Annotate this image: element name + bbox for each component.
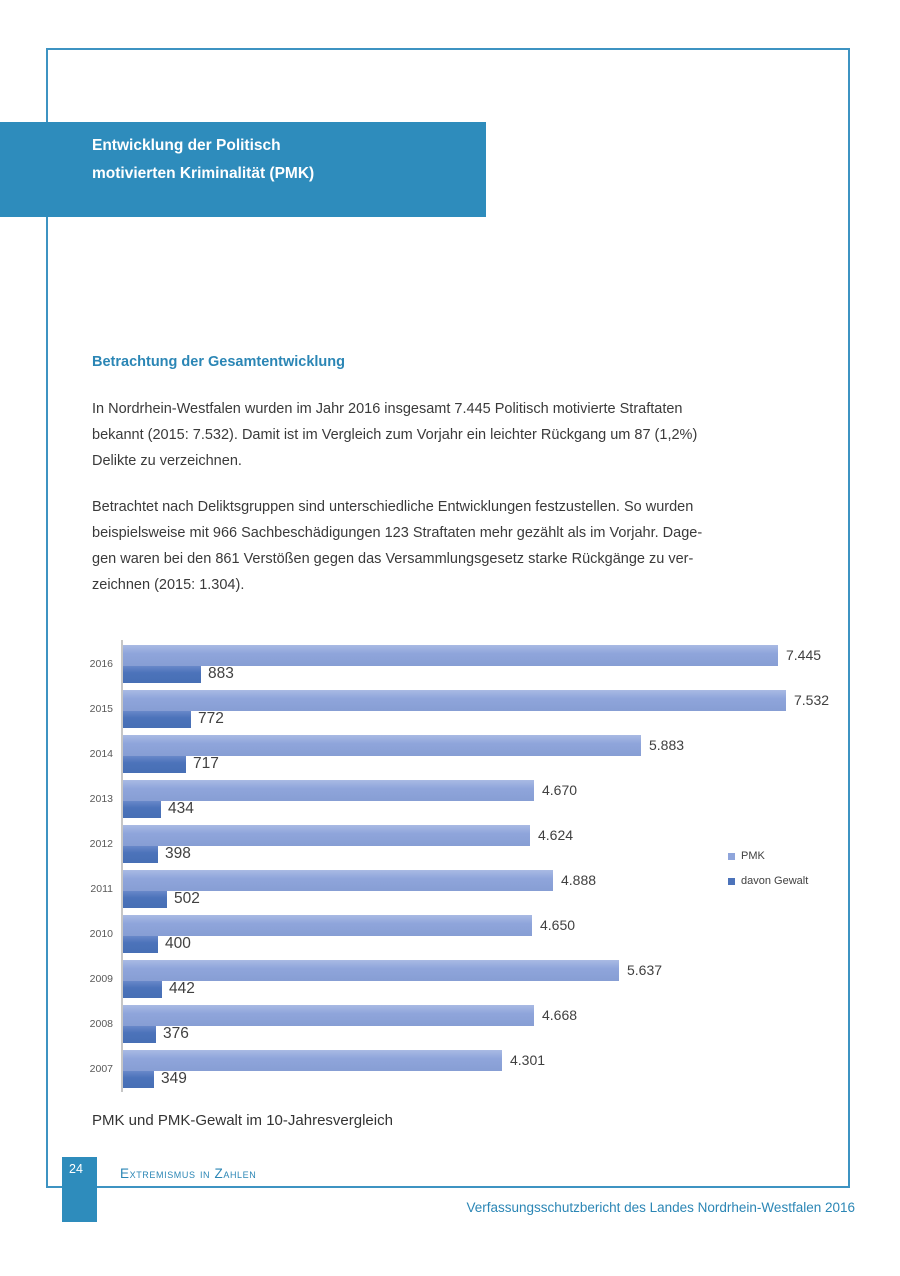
gewalt-value-label: 502 [174,890,200,907]
paragraph-1: In Nordrhein-Westfalen wurden im Jahr 20… [92,401,698,469]
page-number-box: 24 [62,1157,97,1222]
gewalt-value-label: 772 [198,710,224,727]
chart-row-2014: 2014 5.883 717 [85,735,835,780]
chart-legend: PMK davon Gewalt [728,850,808,900]
category-label: 2012 [89,838,113,850]
gewalt-bar [123,1026,156,1043]
gewalt-bar [123,756,186,773]
chart-row-2008: 2008 4.668 376 [85,1005,835,1050]
pmk-value-label: 4.670 [542,782,578,798]
pmk-bar [123,915,532,936]
chart-row-2012: 2012 4.624 398 [85,825,835,870]
legend-item-gewalt: davon Gewalt [728,875,808,887]
gewalt-value-label: 434 [168,800,194,817]
chart-y-axis [121,640,123,1092]
category-label: 2014 [89,748,113,760]
chart-row-2013: 2013 4.670 434 [85,780,835,825]
pmk-bar-chart: 2016 7.445 883 2015 7.532 772 2014 5.883 717 2013… [85,640,835,1096]
chart-row-2015: 2015 7.532 772 [85,690,835,735]
pmk-value-label: 4.624 [538,827,574,843]
pmk-value-label: 5.883 [649,737,685,753]
category-label: 2007 [89,1063,113,1075]
pmk-value-label: 5.637 [627,962,663,978]
pmk-bar [123,1050,502,1071]
legend-label-gewalt: davon Gewalt [741,875,809,887]
gewalt-bar [123,1071,154,1088]
category-label: 2009 [89,973,113,985]
pmk-bar [123,1005,534,1026]
gewalt-bar [123,936,158,953]
chart-caption: PMK und PMK-Gewalt im 10-Jahresvergleich [92,1112,393,1129]
gewalt-value-label: 349 [161,1070,187,1087]
pmk-value-label: 7.532 [794,692,830,708]
footer-section-label: Extremismus in Zahlen [120,1166,257,1181]
gewalt-bar [123,891,167,908]
chapter-header: Entwicklung der Politisch motivierten Kr… [0,122,486,217]
gewalt-value-label: 883 [208,665,234,682]
page-number: 24 [69,1162,83,1176]
gewalt-bar [123,846,158,863]
chart-row-2016: 2016 7.445 883 [85,645,835,690]
gewalt-value-label: 400 [165,935,191,952]
category-label: 2016 [89,658,113,670]
gewalt-bar [123,711,191,728]
pmk-value-label: 4.301 [510,1052,546,1068]
category-label: 2011 [90,883,113,895]
legend-item-pmk: PMK [728,850,808,862]
pmk-value-label: 4.650 [540,917,576,933]
gewalt-swatch-icon [728,877,735,885]
category-label: 2013 [89,793,113,805]
chart-row-2011: 2011 4.888 502 [85,870,835,915]
page-border-frame [46,48,850,1188]
chart-row-2007: 2007 4.301 349 [85,1050,835,1095]
gewalt-bar [123,981,162,998]
pmk-bar [123,825,530,846]
gewalt-bar [123,801,161,818]
category-label: 2010 [89,928,113,940]
pmk-bar [123,960,619,981]
pmk-bar [123,645,778,666]
pmk-value-label: 4.668 [542,1007,578,1023]
pmk-value-label: 7.445 [786,647,822,663]
chart-row-2009: 2009 5.637 442 [85,960,835,1005]
section-heading: Betrachtung der Gesamtentwicklung [92,354,345,370]
pmk-value-label: 4.888 [561,872,597,888]
gewalt-value-label: 376 [163,1025,189,1042]
paragraph-2: Betrachtet nach Deliktsgruppen sind unte… [92,499,703,593]
pmk-bar [123,690,786,711]
gewalt-bar [123,666,201,683]
legend-label-pmk: PMK [741,850,765,862]
pmk-bar [123,870,553,891]
pmk-bar [123,780,534,801]
chart-plot-area: 2016 7.445 883 2015 7.532 772 2014 5.883 717 2013… [85,645,835,1095]
chapter-title: Entwicklung der Politisch motivierten Kr… [92,137,315,182]
gewalt-value-label: 717 [193,755,219,772]
category-label: 2015 [89,703,113,715]
pmk-swatch-icon [728,852,735,860]
chart-row-2010: 2010 4.650 400 [85,915,835,960]
footer-report-title: Verfassungsschutzbericht des Landes Nord… [466,1200,855,1215]
gewalt-value-label: 398 [165,845,191,862]
category-label: 2008 [89,1018,113,1030]
gewalt-value-label: 442 [169,980,195,997]
pmk-bar [123,735,641,756]
